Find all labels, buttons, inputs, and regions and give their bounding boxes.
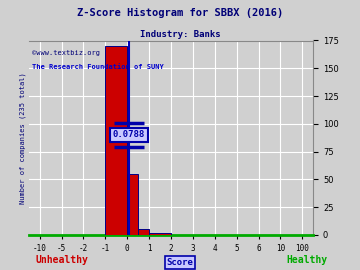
Bar (127, 174, 138, 235)
Text: ©www.textbiz.org: ©www.textbiz.org (32, 50, 100, 56)
Text: Unhealthy: Unhealthy (36, 255, 89, 265)
Bar (105, 46, 127, 235)
Text: Score: Score (167, 258, 193, 267)
Text: Healthy: Healthy (287, 255, 328, 265)
Bar (138, 229, 149, 235)
Text: 0.0788: 0.0788 (113, 130, 145, 139)
Bar (149, 233, 171, 235)
Text: Z-Score Histogram for SBBX (2016): Z-Score Histogram for SBBX (2016) (77, 8, 283, 18)
Y-axis label: Number of companies (235 total): Number of companies (235 total) (19, 72, 26, 204)
Text: Industry: Banks: Industry: Banks (140, 30, 220, 39)
Text: The Research Foundation of SUNY: The Research Foundation of SUNY (32, 64, 163, 70)
